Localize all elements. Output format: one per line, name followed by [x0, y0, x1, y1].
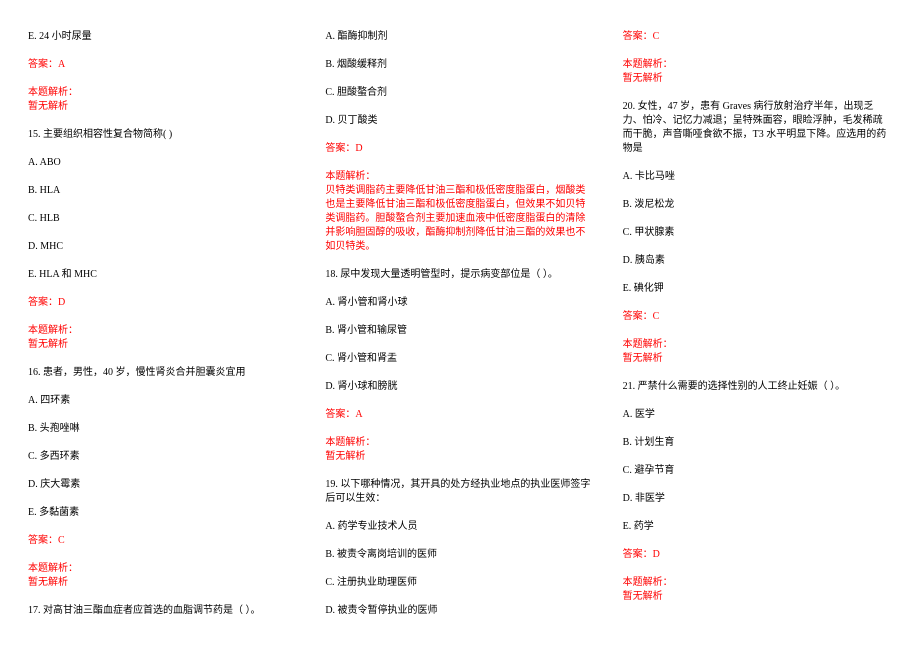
q20-option-b: B. 泼尼松龙 [623, 198, 892, 212]
q21-option-e: E. 药学 [623, 520, 892, 534]
q14-analysis: 本题解析： 暂无解析 [28, 86, 297, 114]
q19-option-b: B. 被责令离岗培训的医师 [325, 548, 594, 562]
q16-stem: 16. 患者，男性，40 岁，慢性肾炎合并胆囊炎宜用 [28, 366, 297, 380]
q20-option-c: C. 甲状腺素 [623, 226, 892, 240]
q20-option-e: E. 碘化钾 [623, 282, 892, 296]
q21-option-a: A. 医学 [623, 408, 892, 422]
answer-prefix: 答案： [623, 549, 653, 560]
answer-value: D [58, 297, 65, 308]
answer-prefix: 答案： [28, 535, 58, 546]
q17-option-c: C. 胆酸螯合剂 [325, 86, 594, 100]
analysis-text: 暂无解析 [28, 576, 297, 590]
q15-option-b: B. HLA [28, 184, 297, 198]
q15-option-d: D. MHC [28, 240, 297, 254]
q19-option-c: C. 注册执业助理医师 [325, 576, 594, 590]
analysis-text: 暂无解析 [623, 72, 892, 86]
analysis-label: 本题解析： [623, 338, 892, 352]
analysis-label: 本题解析： [28, 324, 297, 338]
analysis-label: 本题解析： [325, 170, 594, 184]
q15-option-a: A. ABO [28, 156, 297, 170]
q20-option-a: A. 卡比马唑 [623, 170, 892, 184]
answer-value: D [653, 549, 660, 560]
q17-analysis: 本题解析： 贝特类调脂药主要降低甘油三酯和极低密度脂蛋白，烟酸类也是主要降低甘油… [325, 170, 594, 254]
analysis-text: 暂无解析 [28, 338, 297, 352]
q15-answer: 答案：D [28, 296, 297, 310]
q20-analysis: 本题解析： 暂无解析 [623, 338, 892, 366]
q19-answer: 答案：C [623, 30, 892, 44]
analysis-text: 暂无解析 [623, 590, 892, 604]
answer-value: D [355, 143, 362, 154]
answer-value: A [355, 409, 362, 420]
q14-option-e: E. 24 小时尿量 [28, 30, 297, 44]
analysis-label: 本题解析： [623, 576, 892, 590]
answer-value: A [58, 59, 65, 70]
q21-analysis: 本题解析： 暂无解析 [623, 576, 892, 604]
answer-prefix: 答案： [623, 31, 653, 42]
q15-option-c: C. HLB [28, 212, 297, 226]
q15-option-e: E. HLA 和 MHC [28, 268, 297, 282]
answer-prefix: 答案： [325, 143, 355, 154]
analysis-text: 暂无解析 [28, 100, 297, 114]
q19-stem: 19. 以下哪种情况，其开具的处方经执业地点的执业医师签字后可以生效： [325, 478, 594, 506]
analysis-label: 本题解析： [28, 562, 297, 576]
q19-option-a: A. 药学专业技术人员 [325, 520, 594, 534]
q15-analysis: 本题解析： 暂无解析 [28, 324, 297, 352]
q21-stem: 21. 严禁什么需要的选择性别的人工终止妊娠（ ）。 [623, 380, 892, 394]
q18-option-c: C. 肾小管和肾盂 [325, 352, 594, 366]
analysis-label: 本题解析： [28, 86, 297, 100]
answer-value: C [58, 535, 65, 546]
q17-option-b: B. 烟酸缓释剂 [325, 58, 594, 72]
q15-stem: 15. 主要组织相容性复合物简称( ) [28, 128, 297, 142]
q19-option-d: D. 被责令暂停执业的医师 [325, 604, 594, 618]
answer-prefix: 答案： [325, 409, 355, 420]
q18-option-a: A. 肾小管和肾小球 [325, 296, 594, 310]
q16-analysis: 本题解析： 暂无解析 [28, 562, 297, 590]
analysis-text: 贝特类调脂药主要降低甘油三酯和极低密度脂蛋白，烟酸类也是主要降低甘油三酯和极低密… [325, 184, 594, 254]
q17-option-a: A. 酯酶抑制剂 [325, 30, 594, 44]
q21-answer: 答案：D [623, 548, 892, 562]
answer-prefix: 答案： [28, 297, 58, 308]
q17-stem: 17. 对高甘油三酯血症者应首选的血脂调节药是（ ）。 [28, 604, 297, 618]
analysis-text: 暂无解析 [325, 450, 594, 464]
answer-prefix: 答案： [623, 311, 653, 322]
answer-value: C [653, 31, 660, 42]
answer-prefix: 答案： [28, 59, 58, 70]
q21-option-d: D. 非医学 [623, 492, 892, 506]
q18-stem: 18. 尿中发现大量透明管型时，提示病变部位是（ ）。 [325, 268, 594, 282]
q20-answer: 答案：C [623, 310, 892, 324]
q16-option-c: C. 多西环素 [28, 450, 297, 464]
q16-answer: 答案：C [28, 534, 297, 548]
q17-option-d: D. 贝丁酸类 [325, 114, 594, 128]
analysis-label: 本题解析： [325, 436, 594, 450]
analysis-text: 暂无解析 [623, 352, 892, 366]
q18-answer: 答案：A [325, 408, 594, 422]
answer-value: C [653, 311, 660, 322]
q19-analysis: 本题解析： 暂无解析 [623, 58, 892, 86]
q18-option-b: B. 肾小管和输尿管 [325, 324, 594, 338]
q20-stem: 20. 女性，47 岁，患有 Graves 病行放射治疗半年，出现乏力、怕冷、记… [623, 100, 892, 156]
q17-answer: 答案：D [325, 142, 594, 156]
q20-option-d: D. 胰岛素 [623, 254, 892, 268]
q16-option-b: B. 头孢唑啉 [28, 422, 297, 436]
analysis-label: 本题解析： [623, 58, 892, 72]
q16-option-a: A. 四环素 [28, 394, 297, 408]
q21-option-c: C. 避孕节育 [623, 464, 892, 478]
q18-option-d: D. 肾小球和膀胱 [325, 380, 594, 394]
q18-analysis: 本题解析： 暂无解析 [325, 436, 594, 464]
q14-answer: 答案：A [28, 58, 297, 72]
q21-option-b: B. 计划生育 [623, 436, 892, 450]
q16-option-d: D. 庆大霉素 [28, 478, 297, 492]
q16-option-e: E. 多黏菌素 [28, 506, 297, 520]
